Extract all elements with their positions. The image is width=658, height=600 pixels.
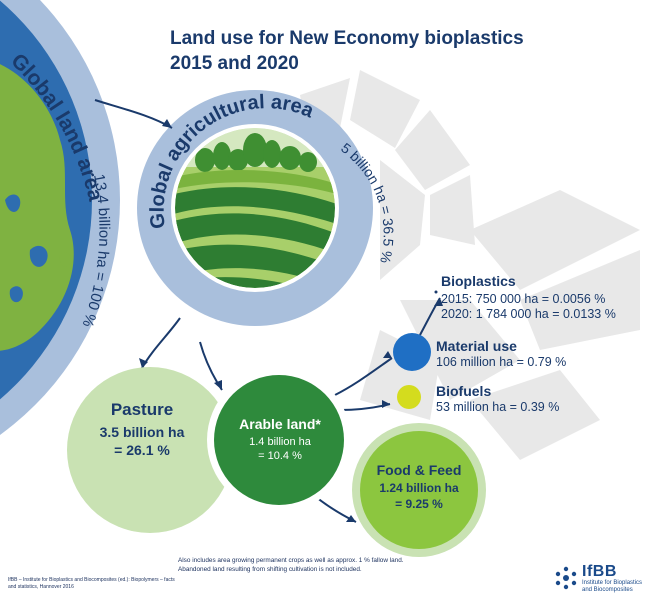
page-title: Land use for New Economy bioplastics 201… <box>170 26 530 76</box>
material-use-dot <box>393 333 431 371</box>
bioplastics-2020: 2020: 1 784 000 ha = 0.0133 % <box>441 307 616 321</box>
bioplastics-label: Bioplastics 2015: 750 000 ha = 0.0056 % … <box>441 273 616 321</box>
pasture-value-1: 3.5 billion ha <box>99 424 185 440</box>
material-use-name: Material use <box>436 338 517 354</box>
trees-icon <box>195 133 317 172</box>
food-feed-label: Food & Feed 1.24 billion ha = 9.25 % <box>365 462 473 511</box>
food-feed-circle <box>360 431 478 549</box>
food-feed-value-2: = 9.25 % <box>395 497 443 511</box>
title-line-1: Land use for New Economy bioplastics <box>170 28 524 49</box>
arrowheads <box>139 119 443 522</box>
ifbb-logo: IfBB Institute for Bioplastics and Bioco… <box>554 563 654 597</box>
biofuels-name: Biofuels <box>436 383 492 399</box>
arrow-arable-to-material <box>334 357 393 396</box>
arable-value-2: = 10.4 % <box>258 450 302 462</box>
logo-name: IfBB <box>582 563 617 580</box>
arable-circle <box>214 375 344 505</box>
bioplastics-2015: 2015: 750 000 ha = 0.0056 % <box>441 292 606 306</box>
pasture-label: Pasture 3.5 billion ha = 26.1 % <box>82 400 202 458</box>
biofuels-label: Biofuels 53 million ha = 0.39 % <box>436 383 559 414</box>
bioplastics-name: Bioplastics <box>441 273 516 289</box>
biofuels-value: 53 million ha = 0.39 % <box>436 400 560 414</box>
title-line-2: 2015 and 2020 <box>170 53 299 74</box>
pasture-circle <box>67 367 233 533</box>
agricultural-area-circle <box>137 90 373 326</box>
arrow-agri-to-pasture <box>141 317 181 369</box>
bioplastics-dot <box>434 290 438 294</box>
arable-label: Arable land* 1.4 billion ha = 10.4 % <box>224 416 336 462</box>
logo-subtitle: Institute for Bioplastics and Biocomposi… <box>582 580 642 594</box>
biofuels-dot <box>397 385 421 409</box>
logo-sub-2: and Biocomposites <box>582 587 633 593</box>
arable-name: Arable land* <box>239 416 321 432</box>
ifbb-logo-icon <box>555 566 577 590</box>
logo-sub-1: Institute for Bioplastics <box>582 580 643 586</box>
source-note: IfBB – Institute for Bioplastics and Bio… <box>8 577 175 590</box>
footnote: Also includes area growing permanent cro… <box>178 557 404 573</box>
pasture-name: Pasture <box>110 400 174 419</box>
material-use-label: Material use 106 million ha = 0.79 % <box>436 338 566 369</box>
food-feed-name: Food & Feed <box>376 462 462 478</box>
material-use-value: 106 million ha = 0.79 % <box>436 355 567 369</box>
arable-value-1: 1.4 billion ha <box>249 436 311 448</box>
pasture-value-2: = 26.1 % <box>114 442 170 458</box>
food-feed-value-1: 1.24 billion ha <box>379 481 459 495</box>
globe <box>0 0 120 435</box>
